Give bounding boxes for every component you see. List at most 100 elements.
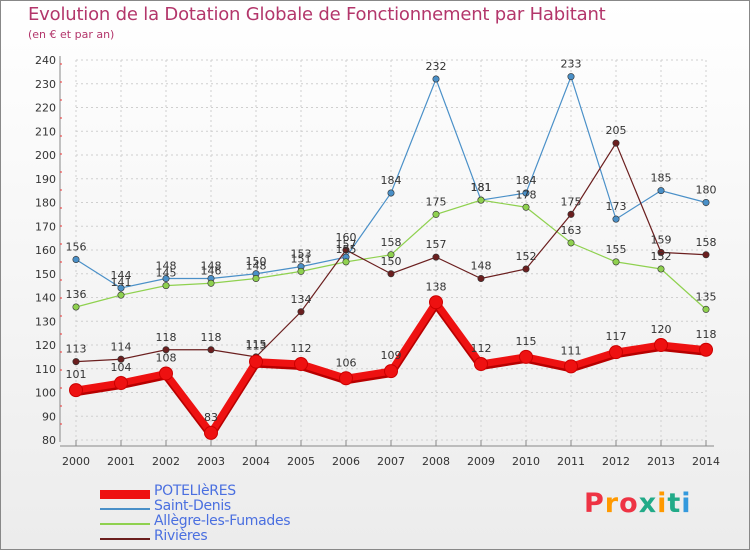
chart-subtitle: (en € et par an)	[28, 28, 115, 41]
series-group	[69, 73, 713, 440]
data-label-s3-2000: 101	[66, 368, 87, 381]
y-tick-label-210: 210	[35, 125, 56, 138]
y-tick-label-130: 130	[35, 315, 56, 328]
data-label-s3-2002: 108	[156, 352, 177, 365]
point-s1-2013	[657, 265, 665, 273]
point-s3-2012	[609, 345, 623, 360]
point-s2-2009	[477, 274, 485, 282]
data-label-s2-2011: 175	[561, 195, 582, 208]
y-tick-label-160: 160	[35, 244, 56, 257]
data-label-s3-2005: 112	[291, 342, 312, 355]
point-s2-2013	[657, 248, 665, 256]
data-label-s3-2008: 138	[426, 280, 447, 293]
legend-label-saint-denis: Saint-Denis	[154, 498, 231, 514]
point-s0-2000	[72, 255, 80, 263]
data-label-s3-2003: 83	[204, 411, 218, 424]
y-tick-label-240: 240	[35, 54, 56, 67]
y-tick-label-140: 140	[35, 292, 56, 305]
data-label-s1-2004: 148	[246, 260, 267, 273]
data-label-s3-2006: 106	[336, 356, 357, 369]
logo-letter: o	[619, 488, 639, 519]
data-label-s1-2001: 141	[111, 276, 132, 289]
data-label-s1-2008: 175	[426, 195, 447, 208]
data-label-s1-2011: 163	[561, 224, 582, 237]
data-label-s2-2007: 150	[381, 255, 402, 268]
proxiti-logo: Proxiti	[584, 488, 692, 519]
data-label-s0-2014: 180	[696, 184, 717, 197]
x-axis-ticks: 2000 2001 2002 2003 2004 2005 2006 2007 2008 2009…	[62, 440, 720, 468]
point-s1-2011	[567, 239, 575, 247]
data-label-s2-2004: 115	[246, 338, 267, 351]
data-label-s0-2005: 153	[291, 248, 312, 261]
point-s3-2010	[519, 349, 533, 364]
point-s0-2012	[612, 215, 620, 223]
point-s3-2003	[204, 425, 218, 440]
x-tick-label-2001: 2001	[107, 455, 135, 468]
point-s3-2006	[339, 371, 353, 386]
point-s1-2007	[387, 251, 395, 259]
data-label-s0-2003: 148	[201, 260, 222, 273]
data-label-s0-2006: 157	[336, 238, 357, 251]
point-s3-2005	[294, 357, 308, 371]
point-s1-2001	[117, 291, 125, 299]
data-label-s2-2009: 148	[471, 260, 492, 273]
point-s1-2002	[162, 282, 170, 290]
data-label-s0-2012: 173	[606, 200, 627, 213]
data-label-s0-2007: 184	[381, 174, 402, 187]
y-tick-label-170: 170	[35, 220, 56, 233]
point-s0-2013	[657, 187, 665, 195]
data-label-s2-2006: 160	[336, 231, 357, 244]
point-s2-2006	[342, 246, 350, 254]
data-label-s3-2012: 117	[606, 330, 627, 343]
legend-swatch-saint-denis	[100, 508, 150, 510]
point-s3-2007	[384, 364, 398, 379]
logo-letter: P	[584, 488, 605, 519]
point-s1-2004	[252, 274, 260, 282]
point-s3-2009	[474, 357, 488, 371]
point-s0-2001	[117, 284, 125, 292]
point-s2-2000	[72, 358, 80, 366]
data-label-s2-2001: 114	[111, 340, 132, 353]
axes	[59, 56, 714, 447]
point-s2-2002	[162, 346, 170, 354]
y-tick-label-190: 190	[35, 173, 56, 186]
data-label-s2-2010: 152	[516, 250, 537, 263]
x-tick-label-2010: 2010	[512, 455, 540, 468]
y-tick-label-100: 100	[35, 387, 56, 400]
data-label-s0-2001: 144	[111, 269, 132, 282]
point-s1-2009	[477, 196, 485, 204]
data-label-s1-2003: 146	[201, 264, 222, 277]
point-s2-2014	[702, 251, 710, 259]
data-label-s3-2009: 112	[471, 342, 492, 355]
y-axis-ticks: 80 90 100 110 120 130 140 150 160 170 180 190 200 210…	[35, 54, 56, 447]
point-s1-2000	[72, 303, 80, 311]
point-s2-2007	[387, 270, 395, 278]
point-s2-2001	[117, 355, 125, 363]
legend-swatch-poteli	[100, 490, 150, 499]
y-tick-label-200: 200	[35, 149, 56, 162]
point-s2-2008	[432, 253, 440, 261]
point-s0-2014	[702, 199, 710, 207]
data-label-s0-2009: 181	[471, 181, 492, 194]
point-s1-2003	[207, 279, 215, 287]
data-label-s0-2011: 233	[561, 58, 582, 71]
data-label-s0-2004: 150	[246, 255, 267, 268]
data-label-s0-2008: 232	[426, 60, 447, 73]
data-label-s1-2000: 136	[66, 288, 87, 301]
data-label-s0-2000: 156	[66, 241, 87, 254]
data-label-s1-2009: 181	[471, 181, 492, 194]
legend-label-rivieres: Rivières	[154, 528, 208, 544]
x-tick-label-2008: 2008	[422, 455, 450, 468]
data-label-s3-2010: 115	[516, 335, 537, 348]
point-s3-2014	[699, 342, 713, 357]
y-tick-label-120: 120	[35, 339, 56, 352]
legend-label-poteli: POTELIèRES	[154, 483, 236, 499]
y-tick-label-230: 230	[35, 78, 56, 91]
data-label-s2-2005: 134	[291, 293, 312, 306]
y-tick-label-80: 80	[42, 434, 56, 447]
logo-letter: i	[681, 488, 692, 519]
point-s3-2001	[114, 376, 128, 390]
point-s0-2007	[387, 189, 395, 197]
